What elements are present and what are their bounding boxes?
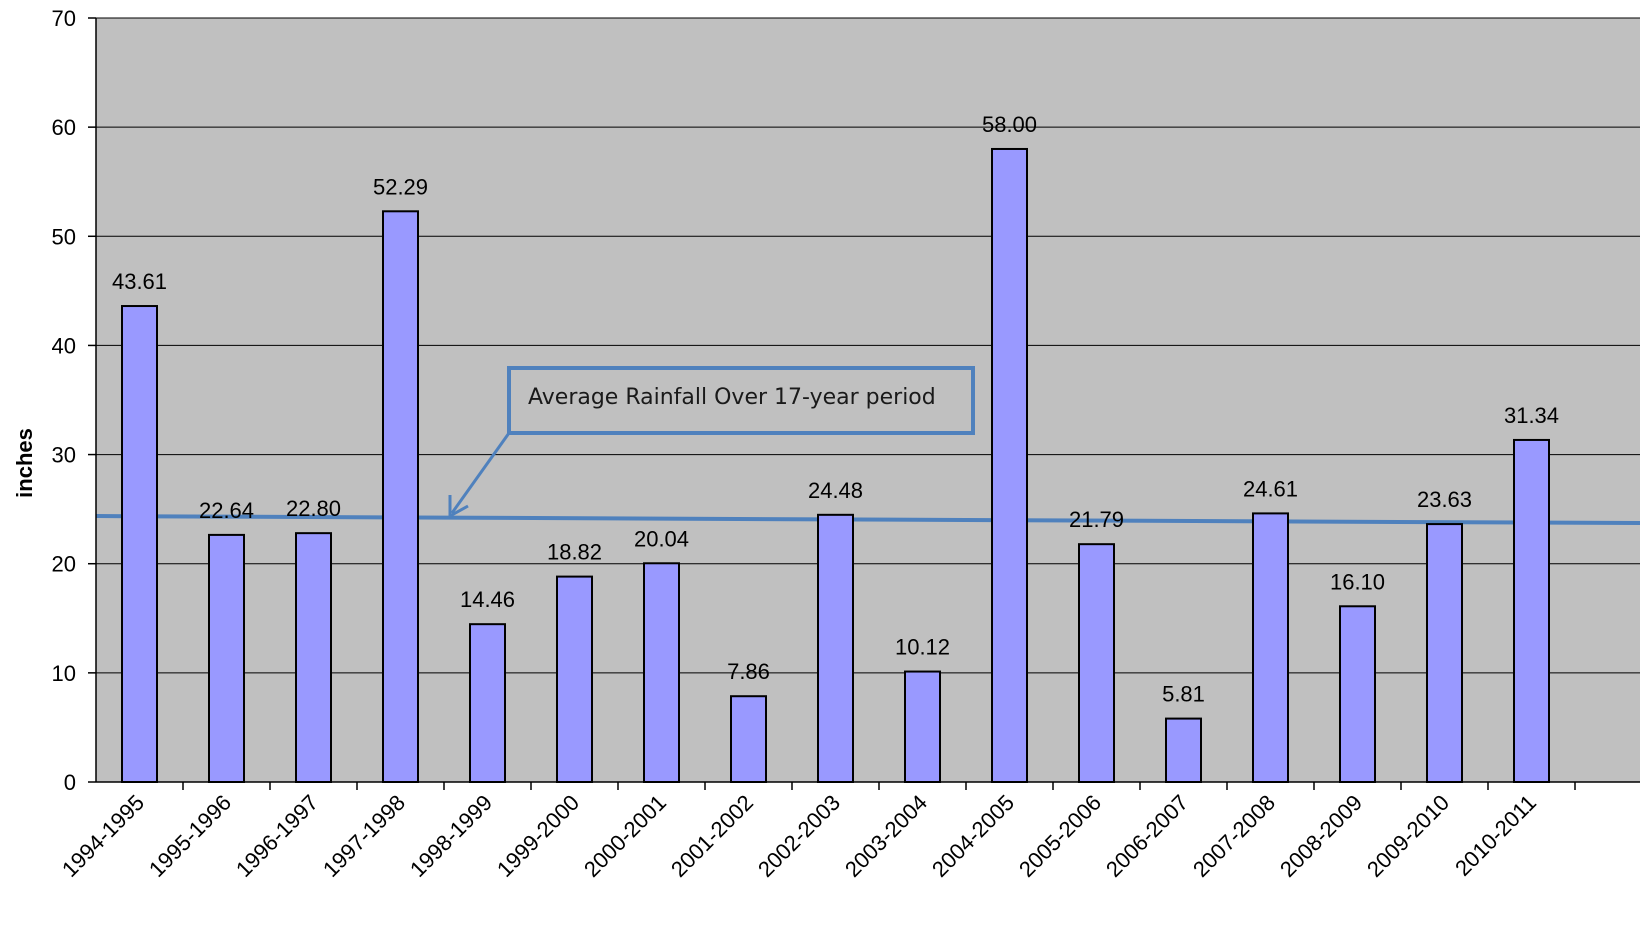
callout-arrowhead [448, 495, 469, 519]
y-tick-label: 30 [52, 443, 76, 468]
bar-2010-2011 [1513, 438, 1550, 783]
x-tick-label-2006-2007: 2006-2007 [1101, 790, 1193, 882]
data-label-1997-1998: 52.29 [373, 174, 428, 199]
bar-2007-2008 [1252, 512, 1289, 783]
y-tick-label: 10 [52, 661, 76, 686]
data-label-2003-2004: 10.12 [895, 635, 950, 660]
bar-2002-2003 [817, 513, 854, 783]
callout-arrow [450, 432, 511, 514]
y-tick-label: 60 [52, 115, 76, 140]
bar-2001-2002 [730, 695, 767, 783]
x-tick-label-2007-2008: 2007-2008 [1188, 790, 1280, 882]
bar-1998-1999 [469, 623, 506, 784]
data-label-2001-2002: 7.86 [727, 659, 770, 684]
data-label-2005-2006: 21.79 [1069, 507, 1124, 532]
average-line [95, 514, 1640, 526]
data-label-2010-2011: 31.34 [1504, 403, 1559, 428]
x-tick-label-1994-1995: 1994-1995 [57, 790, 149, 882]
callout-text: Average Rainfall Over 17-year period [528, 385, 936, 410]
data-label-2007-2008: 24.61 [1243, 476, 1298, 501]
x-tick-label-1998-1999: 1998-1999 [405, 790, 497, 882]
average-line-group [95, 514, 1640, 526]
bar-1995-1996 [208, 533, 245, 783]
bar-1999-2000 [556, 575, 593, 783]
axes [88, 17, 1640, 790]
x-tick-label-2000-2001: 2000-2001 [579, 790, 671, 882]
bar-2008-2009 [1339, 605, 1376, 784]
x-tick-label-2009-2010: 2009-2010 [1362, 790, 1454, 882]
x-tick-labels: 1994-19951995-19961996-19971997-19981998… [57, 790, 1541, 882]
x-tick-label-2001-2002: 2001-2002 [666, 790, 758, 882]
y-tick-label: 40 [52, 333, 76, 358]
y-tick-label: 20 [52, 552, 76, 577]
data-label-2009-2010: 23.63 [1417, 487, 1472, 512]
gridlines [96, 17, 1640, 674]
data-label-2006-2007: 5.81 [1162, 682, 1205, 707]
data-label-2002-2003: 24.48 [808, 478, 863, 503]
data-label-1996-1997: 22.80 [286, 496, 341, 521]
x-tick-label-2010-2011: 2010-2011 [1450, 790, 1541, 881]
bar-2000-2001 [643, 562, 680, 783]
bar-1996-1997 [295, 532, 332, 784]
data-label-1994-1995: 43.61 [112, 269, 167, 294]
x-tick-label-1997-1998: 1997-1998 [318, 790, 410, 882]
x-tick-label-1996-1997: 1996-1997 [231, 790, 323, 882]
callout-box [507, 366, 975, 435]
x-tick-label-2004-2005: 2004-2005 [927, 790, 1019, 882]
data-label-2000-2001: 20.04 [634, 526, 689, 551]
bar-1997-1998 [382, 210, 419, 784]
bar-2006-2007 [1165, 717, 1202, 784]
x-tick-label-2003-2004: 2003-2004 [840, 790, 932, 882]
y-axis-label: inches [12, 428, 37, 498]
x-tick-label-1995-1996: 1995-1996 [144, 790, 236, 882]
bar-2009-2010 [1426, 523, 1463, 784]
data-labels: 43.61 22.64 22.80 52.29 14.46 18.82 20.04 7.86 2… [112, 112, 1559, 707]
bars [121, 147, 1550, 784]
y-tick-label: 50 [52, 224, 76, 249]
x-tick-label-2008-2009: 2008-2009 [1275, 790, 1367, 882]
average-callout: Average Rainfall Over 17-year period [448, 366, 975, 519]
bar-2005-2006 [1078, 543, 1115, 784]
bar-2004-2005 [991, 147, 1028, 783]
bar-1994-1995 [121, 305, 158, 783]
data-label-2008-2009: 16.10 [1330, 569, 1385, 594]
data-label-1999-2000: 18.82 [547, 540, 602, 565]
data-label-1995-1996: 22.64 [199, 498, 254, 523]
data-label-2004-2005: 58.00 [982, 112, 1037, 137]
y-tick-label: 0 [64, 770, 76, 795]
x-tick-label-2002-2003: 2002-2003 [753, 790, 845, 882]
x-tick-label-2005-2006: 2005-2006 [1014, 790, 1106, 882]
y-tick-labels: 0 10 20 30 40 50 60 70 [52, 6, 76, 795]
x-tick-label-1999-2000: 1999-2000 [492, 790, 584, 882]
y-tick-label: 70 [52, 6, 76, 31]
data-label-1998-1999: 14.46 [460, 587, 515, 612]
bar-2003-2004 [904, 670, 941, 783]
